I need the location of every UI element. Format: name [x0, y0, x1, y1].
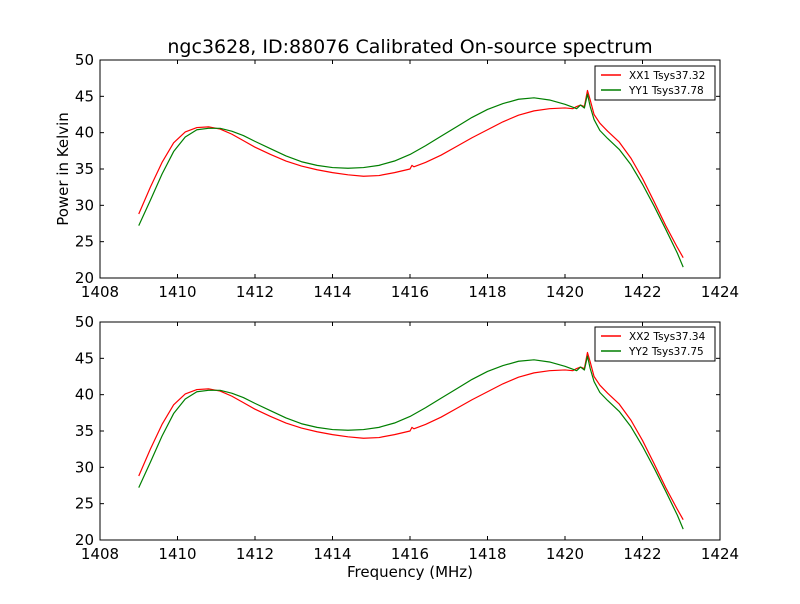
x-tick-label: 1408 — [81, 545, 119, 563]
y-tick-label: 25 — [75, 233, 94, 251]
series-line-2-2 — [138, 355, 684, 530]
y-tick-label: 45 — [75, 87, 94, 105]
x-tick-label: 1412 — [236, 545, 274, 563]
x-tick-label: 1420 — [546, 283, 584, 301]
legend-2: XX2 Tsys37.34 YY2 Tsys37.75 — [594, 326, 716, 362]
series-line-2-1 — [138, 351, 684, 520]
x-axis-label: Frequency (MHz) — [347, 563, 473, 581]
legend-label: YY1 Tsys37.78 — [628, 85, 704, 97]
x-tick-label: 1416 — [391, 545, 429, 563]
legend-1: XX1 Tsys37.32 YY1 Tsys37.78 — [594, 65, 716, 101]
x-tick-label: 1422 — [623, 545, 661, 563]
series-line-1-2 — [138, 93, 684, 268]
y-tick-label: 35 — [75, 422, 94, 440]
legend-box — [594, 65, 716, 101]
y-tick-label: 45 — [75, 349, 94, 367]
y-tick-label: 50 — [75, 51, 94, 69]
legend-label: XX2 Tsys37.34 — [629, 331, 706, 343]
y-axis-label: Power in Kelvin — [54, 112, 72, 226]
y-tick-label: 20 — [75, 269, 94, 287]
x-tick-label: 1418 — [468, 545, 506, 563]
y-tick-label: 40 — [75, 124, 94, 142]
x-tick-label: 1424 — [701, 545, 739, 563]
figure-title: ngc3628, ID:88076 Calibrated On-source s… — [167, 36, 652, 58]
x-tick-label: 1410 — [158, 545, 196, 563]
x-tick-label: 1414 — [313, 283, 351, 301]
x-tick-label: 1408 — [81, 283, 119, 301]
legend-label: XX1 Tsys37.32 — [629, 70, 705, 82]
x-tick-label: 1422 — [623, 283, 661, 301]
y-tick-label: 25 — [75, 495, 94, 513]
y-tick-label: 20 — [75, 531, 94, 549]
x-tick-label: 1410 — [158, 283, 196, 301]
legend-label: YY2 Tsys37.75 — [628, 346, 704, 358]
x-tick-label: 1418 — [468, 283, 506, 301]
y-tick-label: 40 — [75, 386, 94, 404]
x-tick-label: 1424 — [701, 283, 739, 301]
y-tick-label: 35 — [75, 160, 94, 178]
y-tick-label: 30 — [75, 196, 94, 214]
y-tick-label: 30 — [75, 458, 94, 476]
legend-box — [594, 326, 716, 362]
y-tick-label: 50 — [75, 313, 94, 331]
x-tick-label: 1416 — [391, 283, 429, 301]
x-tick-label: 1412 — [236, 283, 274, 301]
plot-panel-2: 1408 1410 1412 1414 1416 1418 1420 1422 1424 20 25… — [75, 313, 739, 563]
plots-layer: 1408 1410 1412 1414 1416 1418 1420 1422 1424 20 25… — [75, 51, 739, 563]
x-tick-label: 1414 — [313, 545, 351, 563]
x-tick-label: 1420 — [546, 545, 584, 563]
series-line-1-1 — [138, 89, 684, 258]
plot-panel-1: 1408 1410 1412 1414 1416 1418 1420 1422 1424 20 25… — [75, 51, 739, 301]
